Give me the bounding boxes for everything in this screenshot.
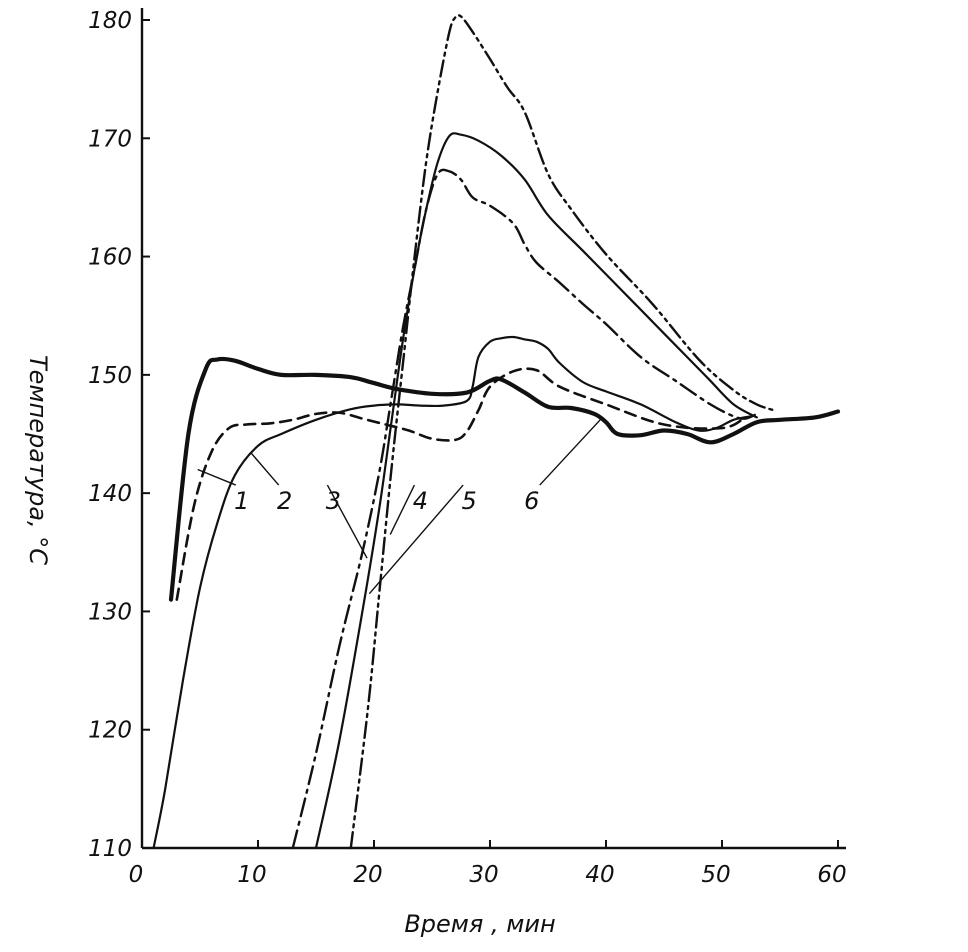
x-axis-title: Время , мин [404, 910, 555, 938]
series-2-line [175, 367, 747, 601]
y-tick-label: 140 [88, 481, 132, 507]
y-tick-label: 180 [88, 8, 132, 34]
y-tick-label: 150 [88, 363, 132, 389]
leader-line-2 [250, 452, 280, 486]
series-3-line [291, 168, 758, 850]
leader-line-4 [389, 484, 416, 535]
axis-tick-labels: 0 10 20 30 40 50 60 110 120 130 140 150 160 170 180 [88, 8, 847, 888]
curve-label-5: 5 [461, 487, 476, 515]
series-6-line [152, 335, 753, 850]
leader-line-3 [326, 484, 368, 559]
y-tick-label: 130 [88, 599, 132, 625]
curve-label-1: 1 [234, 487, 249, 515]
curve-label-3: 3 [326, 487, 341, 515]
x-tick-label: 0 [129, 862, 144, 888]
x-tick-label: 60 [817, 862, 846, 888]
series-1-line [168, 356, 841, 602]
y-tick-label: 160 [88, 245, 132, 271]
curve-label-4: 4 [413, 487, 428, 515]
y-axis-title: Температура, °С [24, 355, 52, 565]
y-tick-label: 110 [88, 836, 132, 862]
leader-line-5 [368, 484, 464, 595]
y-tick-label: 120 [88, 718, 132, 744]
x-tick-label: 50 [701, 862, 730, 888]
curves [152, 13, 841, 850]
leader-line-1 [197, 468, 237, 486]
series-4-line [314, 132, 758, 850]
x-tick-label: 20 [353, 862, 382, 888]
x-tick-label: 40 [585, 862, 614, 888]
x-tick-label: 10 [237, 862, 266, 888]
curve-leaders [197, 419, 601, 595]
axes [140, 8, 846, 850]
curve-label-2: 2 [277, 487, 292, 515]
x-tick-label: 30 [469, 862, 498, 888]
axis-ticks [141, 19, 839, 849]
series-5-line [349, 13, 776, 850]
leader-line-6 [539, 419, 601, 486]
y-tick-label: 170 [88, 126, 132, 152]
curve-label-6: 6 [524, 487, 539, 515]
